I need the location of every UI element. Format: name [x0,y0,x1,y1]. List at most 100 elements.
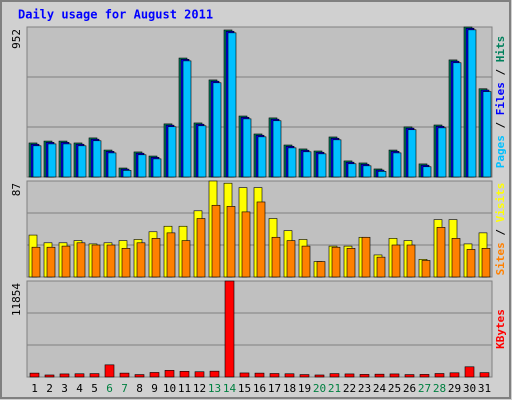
bar [361,236,371,278]
bar [451,238,461,278]
bar [134,374,145,378]
bar [419,374,430,378]
bar [151,238,161,278]
legend-separator: / [494,62,507,82]
bar [377,171,387,178]
bar [119,372,130,378]
bar [256,201,266,278]
bar [314,374,325,378]
bar [226,206,236,278]
bar [347,163,357,178]
legend: Pages / Files / Hits [494,36,507,169]
bar [422,166,432,178]
x-tick-label: 7 [121,382,128,395]
x-tick-label: 29 [448,382,461,395]
x-tick-label: 2 [46,382,53,395]
bar [32,145,42,178]
bar [31,246,41,278]
bar [452,62,462,178]
x-tick-label: 25 [388,382,401,395]
legend-entry: Hits [494,36,507,63]
x-tick-label: 27 [418,382,431,395]
x-tick-label: 16 [253,382,266,395]
legend-entry: Pages [494,135,507,168]
bar [74,373,85,378]
bar [224,280,235,378]
bar [302,151,312,178]
bar [212,82,222,178]
bar [91,244,101,278]
legend-separator: / [494,115,507,135]
x-tick-label: 13 [208,382,221,395]
bar [286,240,296,278]
bar [92,140,102,178]
bar [392,152,402,178]
bar [182,60,192,178]
x-tick-label: 21 [328,382,341,395]
bar [149,372,160,378]
x-tick-label: 4 [76,382,83,395]
bar [406,244,416,278]
bar [89,373,100,378]
bar [272,120,282,178]
bar [316,261,326,278]
bar [482,91,492,178]
bar [242,118,252,178]
bar [46,246,56,278]
legend-entry: Files [494,82,507,115]
bar [466,249,476,278]
bar [449,372,460,378]
x-tick-label: 1 [31,382,38,395]
bar [152,158,162,178]
bar [254,372,265,378]
bar [317,153,327,178]
bar [434,373,445,378]
bar [136,242,146,278]
bar [164,370,175,378]
bar [209,370,220,378]
bar [179,371,190,378]
x-tick-label: 22 [343,382,356,395]
bar [436,227,446,278]
bar [437,127,447,178]
bar [104,364,115,378]
x-tick-label: 12 [193,382,206,395]
legend-entry: KBytes [494,309,507,349]
bar [29,372,40,378]
bar [241,211,251,278]
bar [271,236,281,278]
bar [137,154,147,178]
bar [47,143,57,178]
legend: Sites / Visits [494,183,507,276]
y-tick-label: 952 [10,29,23,49]
x-tick-label: 8 [136,382,143,395]
x-tick-label: 11 [178,382,191,395]
bar [479,372,490,378]
bar [391,244,401,278]
legend-entry: Sites [494,242,507,275]
bar [227,32,237,178]
bar [331,246,341,278]
x-tick-label: 28 [433,382,446,395]
bar [332,139,342,178]
bar [122,170,132,178]
x-tick-label: 20 [313,382,326,395]
x-tick-label: 5 [91,382,98,395]
bar [44,374,55,378]
bar [167,126,177,178]
bar [407,129,417,178]
bar [166,232,176,278]
bar [299,374,310,378]
x-tick-label: 24 [373,382,387,395]
legend-separator: / [494,222,507,242]
bar [62,143,72,178]
y-tick-label: 11854 [10,283,23,316]
bar [257,136,267,178]
plot-area [26,280,493,378]
x-tick-label: 10 [163,382,176,395]
bar [76,242,86,278]
bar [181,240,191,278]
bar [107,152,117,178]
